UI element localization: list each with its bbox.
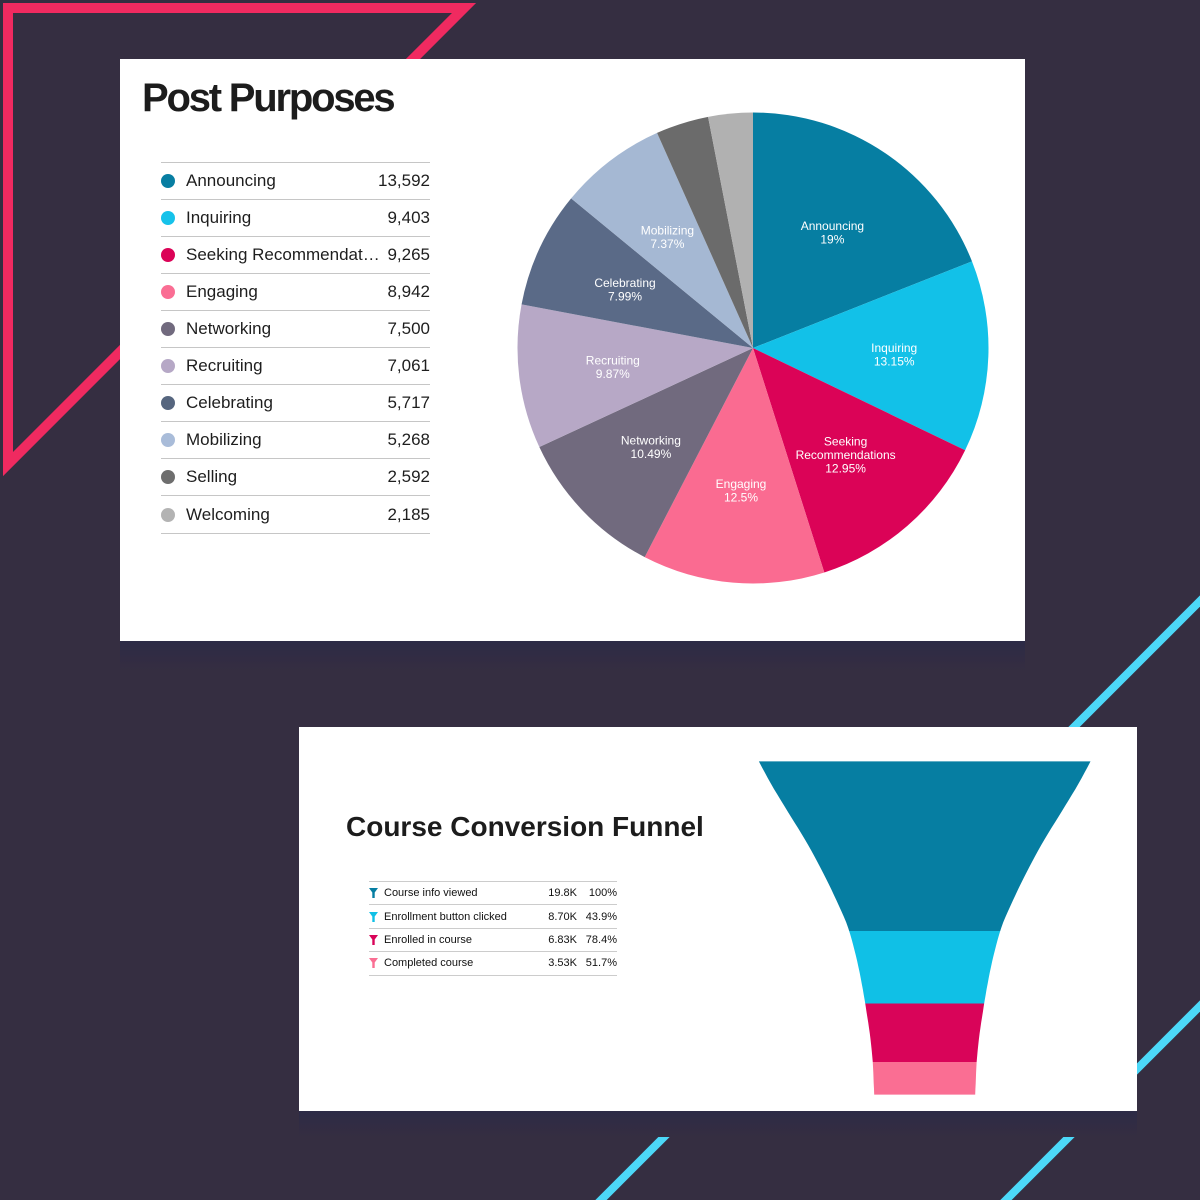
svg-text:7.99%: 7.99% bbox=[608, 290, 642, 304]
svg-text:Recommendations: Recommendations bbox=[796, 448, 896, 462]
svg-text:Recruiting: Recruiting bbox=[586, 354, 640, 368]
svg-text:Announcing: Announcing bbox=[801, 219, 864, 233]
svg-text:12.5%: 12.5% bbox=[724, 490, 758, 504]
svg-text:7.37%: 7.37% bbox=[650, 237, 684, 251]
svg-text:13.15%: 13.15% bbox=[874, 355, 915, 369]
svg-text:Seeking: Seeking bbox=[824, 435, 867, 449]
svg-text:19%: 19% bbox=[820, 233, 844, 247]
svg-text:Networking: Networking bbox=[621, 434, 681, 448]
svg-text:9.87%: 9.87% bbox=[596, 367, 630, 381]
svg-text:Celebrating: Celebrating bbox=[594, 276, 655, 290]
svg-text:Engaging: Engaging bbox=[716, 477, 767, 491]
svg-text:10.49%: 10.49% bbox=[631, 447, 672, 461]
svg-text:Mobilizing: Mobilizing bbox=[641, 224, 694, 238]
svg-text:12.95%: 12.95% bbox=[825, 462, 866, 476]
svg-text:Inquiring: Inquiring bbox=[871, 341, 917, 355]
